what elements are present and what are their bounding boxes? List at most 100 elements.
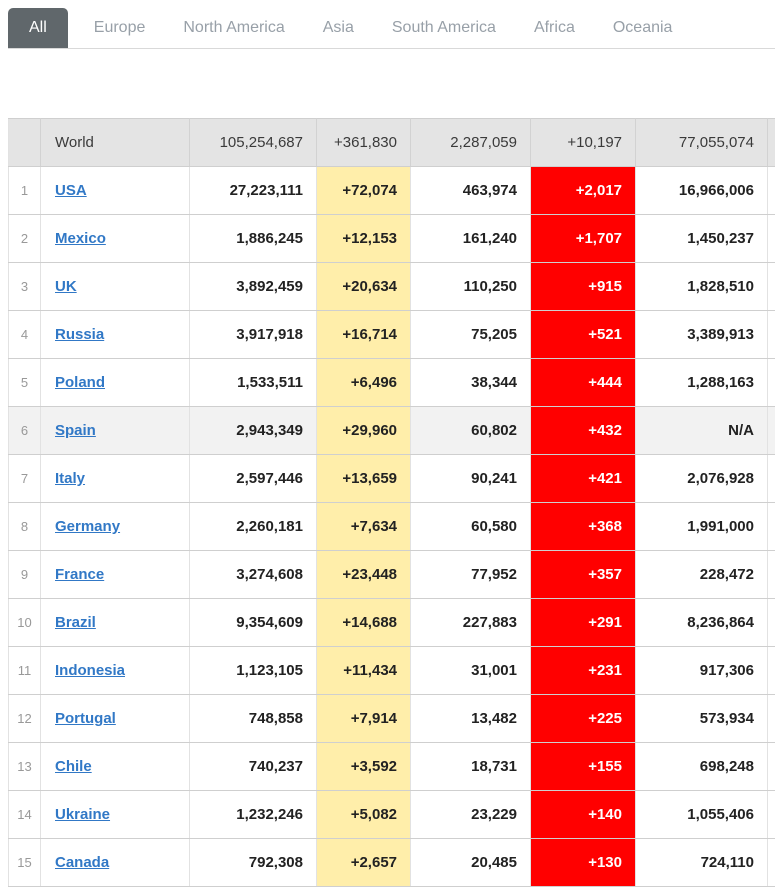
new-deaths-cell: +432 [530,406,636,455]
country-link[interactable]: UK [55,278,77,295]
total-recovered-cell: N/A [635,406,768,455]
tab-oceania[interactable]: Oceania [612,19,673,36]
total-cases-cell: 792,308 [189,838,317,887]
total-deaths-cell: 13,482 [410,694,531,743]
total-deaths-cell: 60,580 [410,502,531,551]
total-recovered-cell: 917,306 [635,646,768,695]
table-row: 12 Portugal 748,858 +7,914 13,482 +225 5… [8,694,775,743]
new-deaths-cell: +368 [530,502,636,551]
new-cases-cell: +23,448 [316,550,411,599]
country-link[interactable]: Spain [55,422,96,439]
covid-countries-page: All Europe North America Asia South Amer… [0,8,775,887]
total-recovered-cell: 2,076,928 [635,454,768,503]
rank-cell: 5 [8,358,41,407]
total-deaths-cell: 110,250 [410,262,531,311]
total-recovered-cell: 16,966,006 [635,166,768,215]
clipped-next-column [767,118,775,167]
rank-cell: 13 [8,742,41,791]
tab-north-america[interactable]: North America [183,19,285,36]
rank-cell [8,118,41,167]
total-cases-cell: 27,223,111 [189,166,317,215]
total-deaths-cell: 38,344 [410,358,531,407]
new-deaths-cell: +130 [530,838,636,887]
new-deaths-cell: +2,017 [530,166,636,215]
new-cases-cell: +13,659 [316,454,411,503]
country-link[interactable]: Portugal [55,710,116,727]
new-deaths-cell: +521 [530,310,636,359]
table-row: 11 Indonesia 1,123,105 +11,434 31,001 +2… [8,646,775,695]
table-row: 4 Russia 3,917,918 +16,714 75,205 +521 3… [8,310,775,359]
rank-cell: 15 [8,838,41,887]
total-deaths-cell: 75,205 [410,310,531,359]
table-row: 2 Mexico 1,886,245 +12,153 161,240 +1,70… [8,214,775,263]
clipped-next-column [767,406,775,455]
clipped-next-column [767,502,775,551]
total-cases-cell: 740,237 [189,742,317,791]
table-row: 10 Brazil 9,354,609 +14,688 227,883 +291… [8,598,775,647]
new-deaths-cell: +10,197 [530,118,636,167]
new-cases-cell: +16,714 [316,310,411,359]
tab-africa[interactable]: Africa [533,19,575,36]
country-link[interactable]: Chile [55,758,92,775]
country-link[interactable]: Poland [55,374,106,391]
country-cell: Ukraine [40,790,190,839]
clipped-next-column [767,358,775,407]
total-cases-cell: 105,254,687 [189,118,317,167]
table-row: 8 Germany 2,260,181 +7,634 60,580 +368 1… [8,502,775,551]
total-cases-cell: 1,232,246 [189,790,317,839]
country-cell: Italy [40,454,190,503]
country-cell: Mexico [40,214,190,263]
country-link[interactable]: USA [55,182,87,199]
country-cell: France [40,550,190,599]
total-deaths-cell: 161,240 [410,214,531,263]
country-link[interactable]: Russia [55,326,105,343]
total-deaths-cell: 227,883 [410,598,531,647]
country-cell: Russia [40,310,190,359]
new-cases-cell: +29,960 [316,406,411,455]
tab-all[interactable]: All [8,8,68,48]
rank-cell: 6 [8,406,41,455]
rank-cell: 12 [8,694,41,743]
country-cell: Germany [40,502,190,551]
clipped-next-column [767,598,775,647]
clipped-next-column [767,214,775,263]
country-cell: UK [40,262,190,311]
rank-cell: 14 [8,790,41,839]
total-cases-cell: 3,892,459 [189,262,317,311]
total-deaths-cell: 77,952 [410,550,531,599]
rank-cell: 2 [8,214,41,263]
country-link[interactable]: Brazil [55,614,96,631]
total-cases-cell: 3,917,918 [189,310,317,359]
new-cases-cell: +20,634 [316,262,411,311]
country-link[interactable]: Canada [55,854,110,871]
total-recovered-cell: 573,934 [635,694,768,743]
clipped-next-column [767,838,775,887]
new-cases-cell: +11,434 [316,646,411,695]
total-deaths-cell: 18,731 [410,742,531,791]
new-cases-cell: +72,074 [316,166,411,215]
total-recovered-cell: 228,472 [635,550,768,599]
country-link[interactable]: Mexico [55,230,106,247]
country-link[interactable]: Germany [55,518,121,535]
country-link[interactable]: Ukraine [55,806,111,823]
new-cases-cell: +14,688 [316,598,411,647]
rank-cell: 11 [8,646,41,695]
country-link[interactable]: France [55,566,105,583]
country-link[interactable]: Italy [55,470,86,487]
total-deaths-cell: 20,485 [410,838,531,887]
country-link[interactable]: Indonesia [55,662,126,679]
table-row: 6 Spain 2,943,349 +29,960 60,802 +432 N/… [8,406,775,455]
tab-south-america[interactable]: South America [391,19,496,36]
total-deaths-cell: 2,287,059 [410,118,531,167]
new-deaths-cell: +444 [530,358,636,407]
total-cases-cell: 1,123,105 [189,646,317,695]
new-deaths-cell: +915 [530,262,636,311]
clipped-next-column [767,454,775,503]
rank-cell: 8 [8,502,41,551]
clipped-next-column [767,262,775,311]
new-cases-cell: +5,082 [316,790,411,839]
new-cases-cell: +7,634 [316,502,411,551]
new-deaths-cell: +155 [530,742,636,791]
tab-asia[interactable]: Asia [322,19,354,36]
tab-europe[interactable]: Europe [93,19,146,36]
